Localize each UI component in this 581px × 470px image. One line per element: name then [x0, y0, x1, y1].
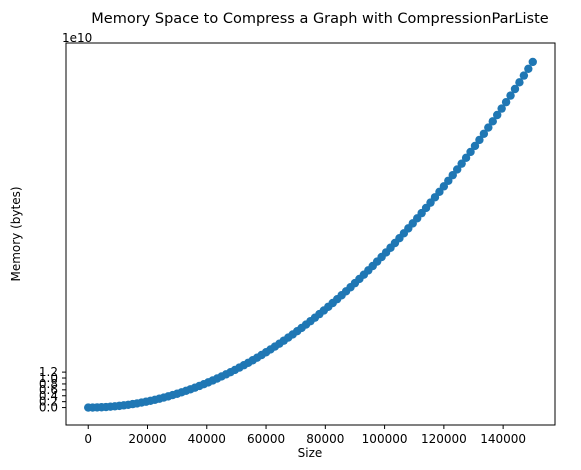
- x-tick-label: 140000: [480, 432, 526, 446]
- data-point: [528, 57, 537, 67]
- y-tick-label: 0.8: [39, 377, 58, 391]
- data-point: [484, 123, 493, 132]
- y-tick-label: 0.2: [39, 395, 58, 409]
- y-axis-label: Memory (bytes): [9, 186, 23, 281]
- data-point: [506, 91, 515, 100]
- y-offset-label: 1e10: [62, 31, 92, 45]
- x-tick-label: 60000: [247, 432, 285, 446]
- x-tick-label: 120000: [421, 432, 467, 446]
- x-tick-label: 0: [84, 432, 92, 446]
- data-point: [461, 153, 471, 163]
- x-tick-label: 100000: [362, 432, 408, 446]
- data-point: [515, 78, 524, 87]
- data-point: [488, 117, 497, 126]
- x-tick-label: 80000: [306, 432, 344, 446]
- y-tick-label: 0.6: [39, 383, 58, 397]
- data-point: [470, 141, 480, 151]
- data-point: [444, 176, 453, 185]
- data-point: [501, 97, 511, 107]
- data-point: [466, 147, 475, 157]
- data-point: [475, 135, 484, 145]
- axes-frame: [65, 42, 556, 426]
- data-point: [524, 64, 533, 73]
- data-point: [448, 170, 457, 180]
- x-axis-label: Size: [298, 446, 323, 460]
- plot-area: 0 20000 40000 60000 80000 100000 120000 140000 …: [39, 42, 556, 446]
- data-points: [84, 57, 537, 412]
- data-point: [519, 71, 529, 80]
- y-tick-label: 0.0: [39, 401, 58, 415]
- data-point: [497, 104, 506, 113]
- x-tick-label: 20000: [128, 432, 166, 446]
- x-axis-ticks: 0 20000 40000 60000 80000 100000 120000 140000: [84, 425, 526, 446]
- data-point: [453, 165, 462, 174]
- y-axis-ticks: 0.00.20.40.60.81.01.2: [39, 365, 66, 415]
- y-tick-label: 1.0: [39, 371, 58, 385]
- y-tick-label: 0.4: [39, 389, 58, 403]
- chart-title: Memory Space to Compress a Graph with Co…: [91, 11, 548, 27]
- data-point: [479, 129, 489, 138]
- data-point: [457, 159, 466, 168]
- x-tick-label: 40000: [188, 432, 226, 446]
- data-point: [510, 84, 520, 94]
- y-tick-label: 1.2: [39, 365, 58, 379]
- data-point: [493, 110, 502, 120]
